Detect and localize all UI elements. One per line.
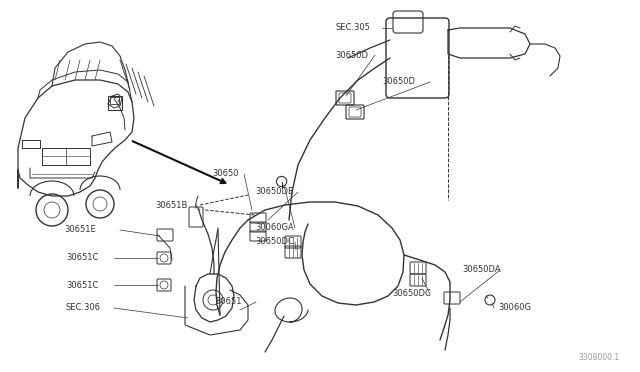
Text: 30651C: 30651C — [66, 253, 99, 263]
Text: 30651: 30651 — [215, 298, 241, 307]
Text: 30650DB: 30650DB — [255, 187, 294, 196]
Text: 30650: 30650 — [212, 170, 239, 179]
Text: 30651C: 30651C — [66, 280, 99, 289]
Text: 30651E: 30651E — [64, 225, 96, 234]
Text: 30650DC: 30650DC — [255, 237, 294, 247]
Text: 3308000.1: 3308000.1 — [579, 353, 620, 362]
Text: SEC.305: SEC.305 — [335, 23, 370, 32]
Bar — [108, 96, 122, 110]
Bar — [110, 97, 119, 104]
Text: 30060GA: 30060GA — [255, 224, 294, 232]
Text: 30650D: 30650D — [382, 77, 415, 87]
Text: 30650DC: 30650DC — [392, 289, 431, 298]
Text: 30650D: 30650D — [335, 51, 368, 60]
Text: 30060G: 30060G — [498, 304, 531, 312]
Text: 30650DA: 30650DA — [462, 266, 500, 275]
Text: 30651B: 30651B — [155, 201, 188, 209]
Text: SEC.306: SEC.306 — [66, 304, 101, 312]
